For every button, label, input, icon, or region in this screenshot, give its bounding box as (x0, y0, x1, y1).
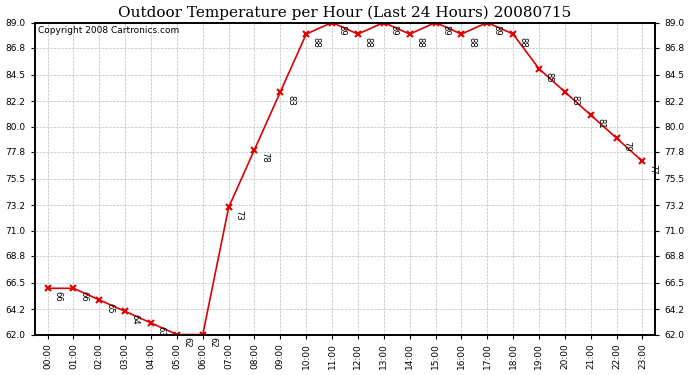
Text: 89: 89 (493, 25, 502, 36)
Text: 64: 64 (131, 314, 140, 325)
Text: 62: 62 (182, 338, 192, 348)
Text: 89: 89 (441, 25, 450, 36)
Text: 88: 88 (364, 37, 373, 48)
Text: 83: 83 (286, 94, 295, 105)
Text: 77: 77 (648, 164, 657, 175)
Text: 78: 78 (260, 152, 269, 163)
Title: Outdoor Temperature per Hour (Last 24 Hours) 20080715: Outdoor Temperature per Hour (Last 24 Ho… (119, 6, 571, 20)
Text: 66: 66 (79, 291, 88, 302)
Text: 81: 81 (596, 118, 605, 128)
Text: 65: 65 (105, 303, 114, 313)
Text: 89: 89 (337, 25, 346, 36)
Text: 63: 63 (157, 326, 166, 336)
Text: 62: 62 (208, 338, 217, 348)
Text: 88: 88 (415, 37, 424, 48)
Text: 73: 73 (234, 210, 243, 221)
Text: 83: 83 (571, 94, 580, 105)
Text: Copyright 2008 Cartronics.com: Copyright 2008 Cartronics.com (38, 26, 179, 34)
Text: 89: 89 (389, 25, 398, 36)
Text: 88: 88 (519, 37, 528, 48)
Text: 88: 88 (467, 37, 476, 48)
Text: 85: 85 (544, 72, 553, 82)
Text: 79: 79 (622, 141, 631, 152)
Text: 88: 88 (312, 37, 321, 48)
Text: 66: 66 (53, 291, 62, 302)
